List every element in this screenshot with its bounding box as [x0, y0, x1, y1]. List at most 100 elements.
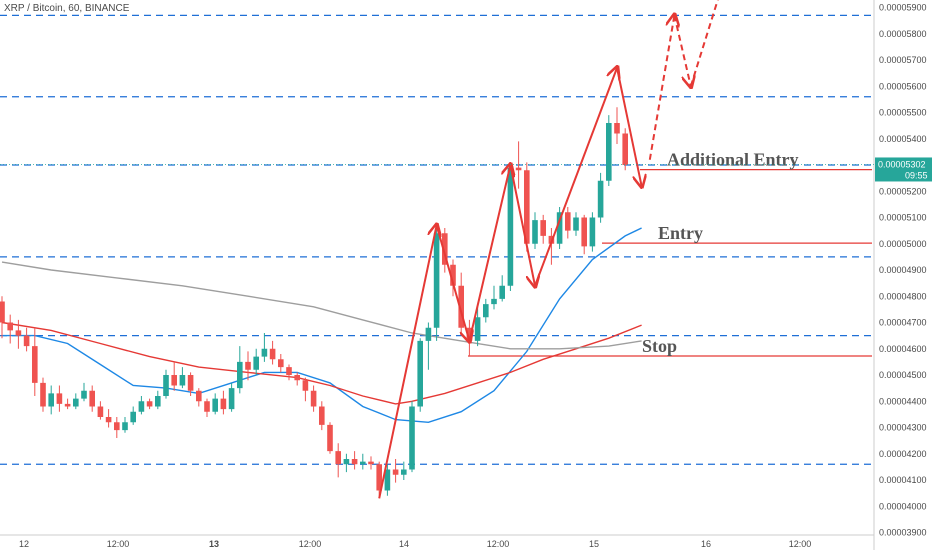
zigzag-arrow: [378, 225, 436, 499]
candle-body: [81, 390, 87, 399]
candle-body: [278, 359, 284, 368]
x-tick-label: 12:00: [299, 539, 322, 549]
candle-body: [179, 375, 186, 386]
zigzag-arrow: [534, 68, 617, 287]
candle-body: [327, 424, 333, 452]
candle-body: [269, 348, 276, 360]
annotation-label: Stop: [642, 336, 677, 356]
candle-body: [368, 461, 374, 465]
candle-body: [433, 233, 440, 328]
candle-body: [483, 304, 489, 318]
candles: [0, 107, 628, 496]
candle-body: [302, 380, 309, 391]
x-tick-label: 12:00: [107, 539, 130, 549]
y-tick-label: 0.00004000: [879, 501, 927, 511]
y-tick-label: 0.00004700: [879, 318, 927, 328]
y-tick-label: 0.00005800: [879, 29, 927, 39]
candle-body: [155, 396, 161, 407]
zigzag-arrow: [468, 165, 510, 342]
candle-body: [417, 340, 423, 407]
candle-body: [7, 322, 13, 331]
symbol-title: XRP / Bitcoin, 60, BINANCE: [4, 3, 130, 14]
candle-body: [253, 356, 259, 370]
candle-body: [114, 422, 120, 431]
candle-body: [220, 398, 227, 410]
candle-body: [622, 133, 628, 165]
candle-body: [335, 451, 341, 465]
y-tick-label: 0.00005100: [879, 213, 927, 223]
candle-body: [450, 264, 456, 286]
candle-body: [138, 401, 145, 412]
candle-body: [499, 285, 505, 299]
candle-body: [48, 393, 54, 407]
annotation-label: Additional Entry: [667, 150, 799, 170]
candle-body: [597, 180, 604, 218]
candle-body: [614, 123, 620, 134]
ma-fast-line: [2, 227, 642, 424]
candle-body: [606, 123, 612, 181]
candle-body: [474, 317, 481, 341]
candle-body: [56, 393, 63, 404]
x-tick-label: 12: [19, 539, 29, 549]
candle-body: [491, 298, 497, 305]
candle-body: [401, 469, 407, 475]
y-tick-label: 0.00005500: [879, 108, 927, 118]
candle-body: [163, 375, 169, 396]
candle-body: [524, 170, 530, 244]
projection-arrow: [673, 15, 690, 86]
y-tick-label: 0.00004400: [879, 396, 927, 406]
y-tick-label: 0.00004100: [879, 475, 927, 485]
horizontal-levels: [0, 14, 872, 465]
candle-body: [15, 330, 22, 336]
y-tick-label: 0.00004800: [879, 291, 927, 301]
candle-body: [310, 390, 317, 407]
candle-body: [409, 406, 415, 470]
candle-body: [23, 335, 30, 347]
candle-body: [261, 348, 268, 357]
candle-body: [97, 406, 104, 417]
x-tick-label: 15: [589, 539, 599, 549]
candle-body: [343, 459, 350, 465]
candle-body: [425, 327, 432, 341]
candle-body: [532, 220, 538, 244]
projection-arrow: [648, 15, 675, 160]
ma-slow-line: [1, 261, 642, 350]
candle-body: [105, 417, 112, 423]
zigzag-arrow: [509, 164, 535, 286]
candle-body: [146, 401, 153, 407]
x-tick-label: 16: [701, 539, 711, 549]
candle-body: [515, 167, 522, 171]
candle-body: [360, 461, 366, 465]
candle-body: [507, 167, 514, 286]
ma-mid-line: [1, 321, 642, 405]
candle-body: [89, 390, 95, 407]
y-tick-label: 0.00004500: [879, 370, 927, 380]
zigzag-arrow: [616, 67, 642, 186]
countdown-label: 09:55: [905, 170, 928, 180]
x-tick-label: 12:00: [789, 539, 812, 549]
candle-body: [237, 361, 243, 389]
y-tick-label: 0.00003900: [879, 528, 927, 538]
price-axis-bg: [874, 0, 932, 550]
y-tick-label: 0.00004900: [879, 265, 927, 275]
candle-body: [32, 346, 38, 383]
annotation-lines: [468, 169, 872, 357]
y-tick-label: 0.00005600: [879, 81, 927, 91]
candle-body: [573, 217, 579, 231]
candle-body: [245, 361, 251, 370]
x-tick-label: 14: [399, 539, 409, 549]
candle-body: [73, 398, 79, 407]
candle-body: [212, 398, 218, 412]
annotation-labels: Additional Entry Entry Stop: [642, 150, 799, 356]
candle-body: [556, 212, 563, 244]
annotation-label: Entry: [658, 223, 703, 243]
y-tick-label: 0.00005400: [879, 134, 927, 144]
zigzag-arrows: [378, 0, 719, 499]
y-tick-label: 0.00005700: [879, 55, 927, 65]
candle-body: [589, 217, 596, 247]
candle-body: [540, 220, 546, 236]
candle-body: [294, 375, 300, 381]
y-tick-label: 0.00004200: [879, 449, 927, 459]
